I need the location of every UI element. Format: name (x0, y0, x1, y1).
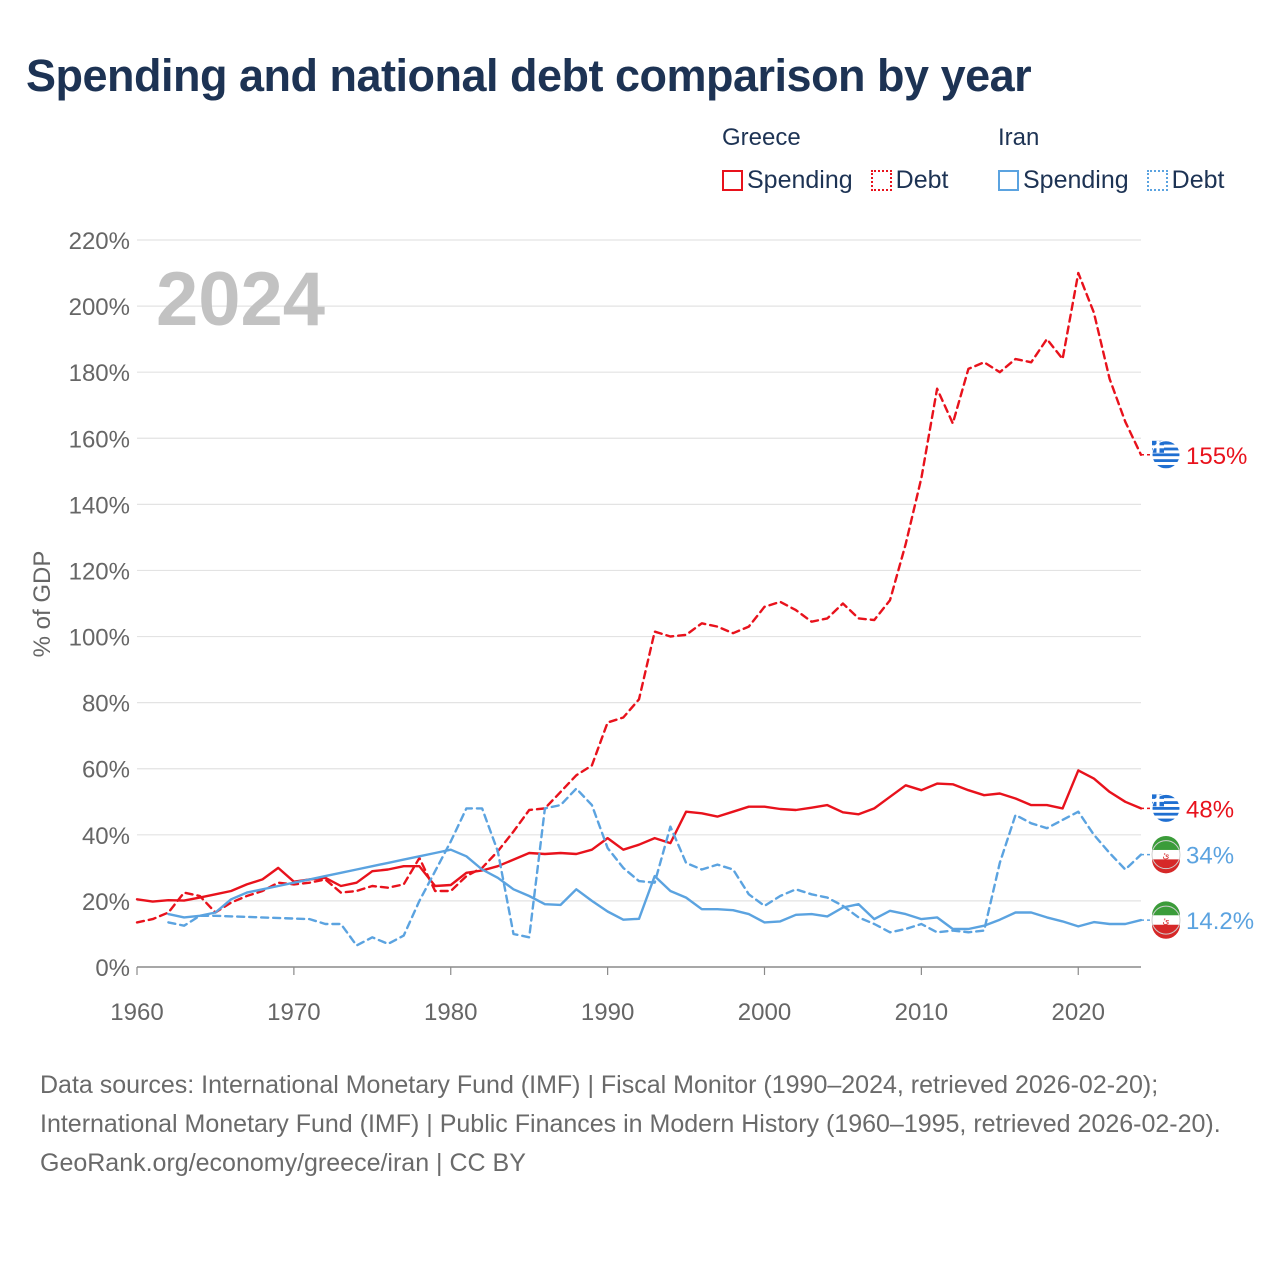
greece-flag-icon (1151, 793, 1181, 823)
x-tick-label: 2020 (1052, 999, 1105, 1026)
y-tick-label: 0% (95, 955, 130, 982)
legend-iran: Iran Spending Debt (998, 124, 1224, 195)
y-tick-label: 180% (69, 360, 130, 387)
x-axis-ticks: 1960 1970 1980 1990 2000 2010 2020 (110, 967, 1105, 1026)
data-sources: Data sources: International Monetary Fun… (40, 1071, 1221, 1138)
legend-iran-debt[interactable]: Debt (1146, 166, 1225, 195)
legend-greece-spending-label: Spending (747, 166, 853, 194)
iran-flag-icon: ئ (1151, 901, 1181, 939)
end-label-iran-debt: 34% (1186, 843, 1234, 870)
x-tick-label: 1960 (110, 999, 163, 1026)
y-tick-label: 140% (69, 492, 130, 519)
legend-greece-debt[interactable]: Debt (870, 166, 949, 195)
legend-iran-debt-label: Debt (1171, 166, 1225, 194)
grid-lines (137, 239, 1141, 902)
x-tick-label: 1990 (581, 999, 634, 1026)
legend-greece-debt-swatch (870, 170, 892, 191)
footer: Data sources: International Monetary Fun… (40, 1066, 1240, 1183)
legend-greece-title: Greece (722, 124, 801, 151)
x-tick-label: 2010 (895, 999, 948, 1026)
year-watermark: 2024 (156, 257, 325, 342)
legend-iran-spending-swatch (998, 170, 1019, 191)
legend-greece-spending-swatch (722, 170, 743, 191)
end-label-greece-debt: 155% (1186, 443, 1247, 470)
iran-flag-icon: ئ (1151, 835, 1181, 874)
series-line-iran-spending (167, 848, 1143, 931)
y-tick-label: 220% (69, 228, 130, 255)
legend-iran-spending[interactable]: Spending (998, 166, 1129, 195)
legend-iran-debt-swatch (1146, 170, 1168, 191)
svg-text:ئ: ئ (1162, 917, 1169, 927)
greece-flag-icon (1151, 440, 1181, 470)
end-label-iran-spending: 14.2% (1186, 908, 1254, 935)
end-label-greece-spending: 48% (1186, 796, 1234, 823)
x-tick-label: 1970 (267, 999, 320, 1026)
y-tick-label: 200% (69, 294, 130, 321)
line-chart: 0% 20% 40% 60% 80% 100% 120% 140% 160% 180% 200% 22… (29, 228, 1254, 1026)
series-lines (135, 271, 1143, 947)
credit-link[interactable]: GeoRank.org/economy/greece/iran | CC BY (40, 1149, 526, 1177)
y-tick-label: 40% (82, 823, 130, 850)
legend-greece-spending[interactable]: Spending (722, 166, 853, 195)
svg-text:ئ: ئ (1162, 851, 1169, 861)
y-tick-label: 160% (69, 426, 130, 453)
y-tick-label: 60% (82, 757, 130, 784)
chart-title: Spending and national debt comparison by… (26, 50, 1032, 101)
y-tick-label: 100% (69, 625, 130, 652)
end-markers: 155% 48% ئ 34% ئ 14.2% (1141, 440, 1254, 939)
x-tick-label: 2000 (738, 999, 791, 1026)
y-tick-label: 20% (82, 889, 130, 916)
legend-iran-title: Iran (998, 124, 1040, 151)
x-tick-label: 1980 (424, 999, 477, 1026)
y-axis-ticks: 0% 20% 40% 60% 80% 100% 120% 140% 160% 180% 200% 22… (69, 228, 130, 982)
y-tick-label: 80% (82, 691, 130, 718)
y-axis-label: % of GDP (29, 551, 56, 658)
legend-greece: Greece Spending Debt (722, 124, 948, 195)
legend-greece-debt-label: Debt (895, 166, 949, 194)
legend-iran-spending-label: Spending (1023, 166, 1129, 194)
series-line-greece-debt (135, 271, 1143, 924)
series-line-iran-debt (167, 787, 1143, 947)
y-tick-label: 120% (69, 558, 130, 585)
